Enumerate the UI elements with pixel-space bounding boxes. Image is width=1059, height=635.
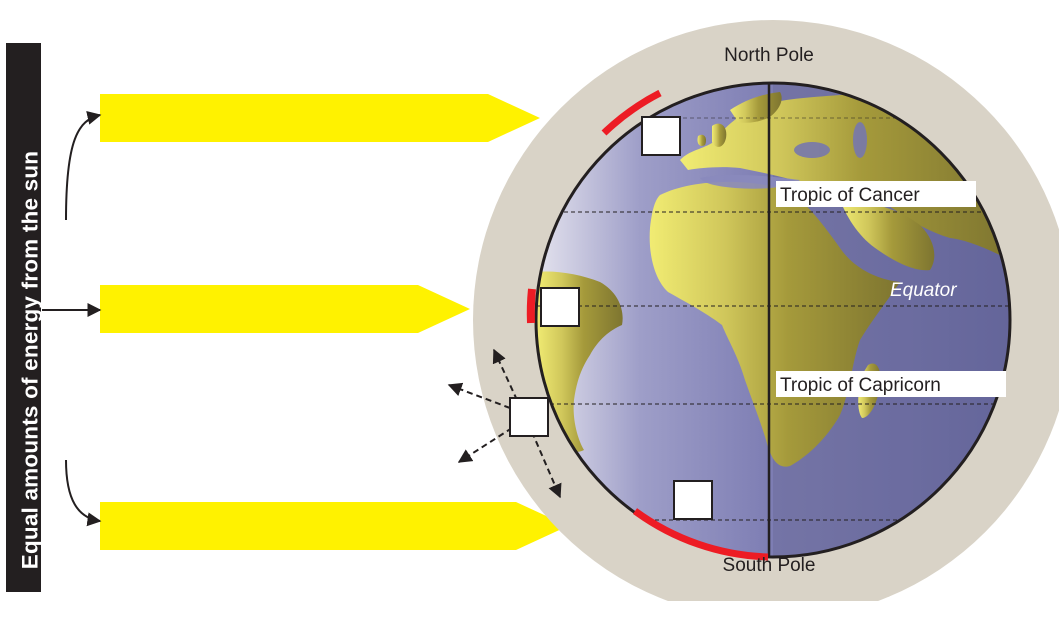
answer-box-south[interactable] (673, 480, 713, 520)
sun-ray-top (100, 94, 540, 142)
connector-arrow-bottom (65, 459, 102, 527)
north-pole-label: North Pole (724, 45, 814, 66)
earth-diagram: North Pole South Pole Tropic of Cancer E… (42, 20, 1059, 601)
black-sea (794, 142, 830, 158)
answer-box-north[interactable] (641, 116, 681, 156)
reflection-arrows (447, 348, 562, 499)
equator-label: Equator (890, 280, 957, 301)
arabia-landmass (840, 200, 935, 271)
answer-box-reflection[interactable] (509, 397, 549, 437)
globe (536, 83, 1010, 557)
sun-ray-bottom (100, 502, 568, 550)
south-pole-label: South Pole (723, 555, 816, 576)
highlight-equator (526, 288, 536, 324)
highlight-north (601, 89, 662, 136)
connector-arrow-top (65, 110, 102, 221)
answer-box-equator[interactable] (540, 287, 580, 327)
reflection-arrow-left-down (457, 427, 513, 463)
mediterranean-sea (700, 174, 800, 189)
tropic-of-capricorn-label: Tropic of Capricorn (780, 375, 941, 396)
reflection-arrow-down (531, 431, 562, 499)
tropic-of-cancer-label: Tropic of Cancer (780, 185, 920, 206)
british-isles (712, 123, 727, 147)
energy-banner: Equal amounts of energy from the sun (6, 43, 42, 592)
ireland (697, 134, 707, 146)
reflection-arrow-up (492, 348, 518, 401)
tropic-of-capricorn-label-bg (776, 371, 1006, 397)
highlight-south (632, 508, 769, 561)
sun-ray-middle (100, 285, 470, 333)
caspian-sea (853, 122, 867, 158)
tropic-of-cancer-label-bg (776, 181, 976, 207)
globe-outline (534, 81, 1012, 559)
reflection-arrow-left-up (447, 382, 511, 409)
